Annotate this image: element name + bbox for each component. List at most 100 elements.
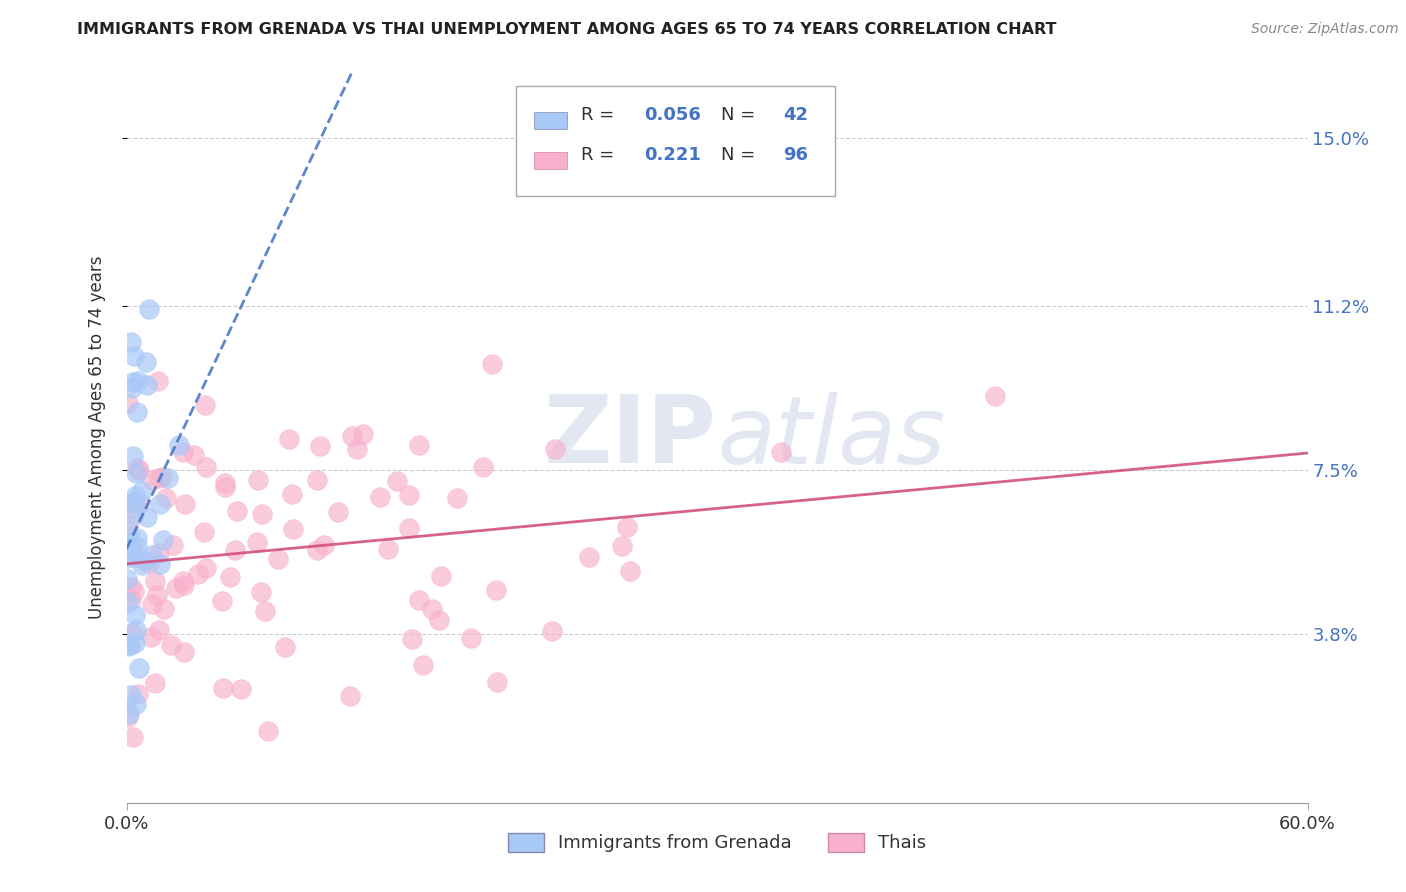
Point — [128, 495, 150, 509]
Text: Source: ZipAtlas.com: Source: ZipAtlas.com — [1251, 22, 1399, 37]
Point — [115, 551, 138, 566]
Text: R =: R = — [581, 146, 620, 164]
Point — [146, 588, 169, 602]
Point — [309, 438, 332, 452]
Point — [127, 539, 149, 553]
Point — [540, 624, 562, 639]
Point — [127, 375, 149, 389]
Point — [124, 496, 146, 510]
Point — [134, 553, 156, 567]
Point — [117, 594, 139, 608]
Point — [578, 550, 600, 565]
Point — [619, 564, 641, 578]
Point — [412, 658, 434, 673]
Text: 96: 96 — [783, 146, 808, 164]
Point — [122, 584, 145, 599]
Text: 0.056: 0.056 — [644, 106, 700, 124]
Point — [225, 504, 247, 518]
Text: 0.221: 0.221 — [644, 146, 700, 164]
Point — [120, 592, 142, 607]
Point — [224, 542, 246, 557]
Point — [172, 445, 194, 459]
Point — [352, 427, 374, 442]
Point — [120, 580, 142, 594]
Text: atlas: atlas — [717, 392, 945, 483]
Point — [120, 334, 142, 349]
Point — [143, 574, 166, 589]
Point — [246, 534, 269, 549]
Point — [283, 523, 305, 537]
Point — [195, 460, 218, 475]
Bar — [534, 152, 567, 169]
Point — [277, 432, 299, 446]
Point — [121, 381, 143, 395]
Point — [408, 438, 430, 452]
Point — [117, 572, 139, 586]
Point — [267, 552, 290, 566]
Point — [427, 613, 450, 627]
Point — [983, 389, 1005, 403]
Point — [174, 497, 197, 511]
Point — [125, 697, 148, 711]
Point — [148, 546, 170, 560]
Point — [122, 550, 145, 565]
Point — [121, 450, 143, 464]
Point — [121, 501, 143, 516]
Point — [307, 543, 329, 558]
Point — [257, 723, 280, 738]
Point — [128, 462, 150, 476]
Point — [122, 495, 145, 509]
Point — [368, 490, 391, 504]
Point — [160, 638, 183, 652]
Point — [281, 486, 304, 500]
Point — [770, 444, 793, 458]
Point — [124, 636, 146, 650]
Point — [124, 607, 146, 622]
Point — [120, 688, 142, 702]
Point — [339, 690, 361, 704]
Point — [214, 480, 236, 494]
Bar — [534, 112, 567, 129]
Point — [131, 483, 153, 498]
Point — [127, 404, 149, 418]
Point — [314, 538, 336, 552]
Point — [148, 471, 170, 485]
Point — [183, 448, 205, 462]
Point — [117, 396, 139, 410]
Point — [141, 473, 163, 487]
Point — [124, 547, 146, 561]
Text: IMMIGRANTS FROM GRENADA VS THAI UNEMPLOYMENT AMONG AGES 65 TO 74 YEARS CORRELATI: IMMIGRANTS FROM GRENADA VS THAI UNEMPLOY… — [77, 22, 1057, 37]
Point — [125, 531, 148, 545]
Point — [141, 549, 163, 563]
Point — [346, 442, 368, 457]
Point — [118, 511, 141, 525]
Point — [543, 442, 565, 456]
Point — [471, 459, 494, 474]
Point — [214, 475, 236, 490]
Point — [117, 707, 139, 722]
Point — [212, 681, 235, 695]
Point — [173, 578, 195, 592]
Point — [247, 473, 270, 487]
Point — [420, 601, 443, 615]
Point — [481, 357, 503, 371]
Point — [250, 585, 273, 599]
Point — [193, 525, 215, 540]
Point — [194, 398, 217, 412]
Point — [125, 624, 148, 638]
Point — [218, 570, 240, 584]
Point — [173, 645, 195, 659]
Point — [121, 626, 143, 640]
Point — [135, 355, 157, 369]
Point — [153, 602, 176, 616]
Point — [117, 710, 139, 724]
Point — [149, 498, 172, 512]
Point — [430, 568, 453, 582]
Point — [135, 510, 157, 524]
Point — [401, 632, 423, 647]
Point — [385, 475, 408, 489]
Point — [460, 631, 482, 645]
Point — [616, 520, 638, 534]
Text: R =: R = — [581, 106, 620, 124]
Point — [229, 681, 252, 696]
